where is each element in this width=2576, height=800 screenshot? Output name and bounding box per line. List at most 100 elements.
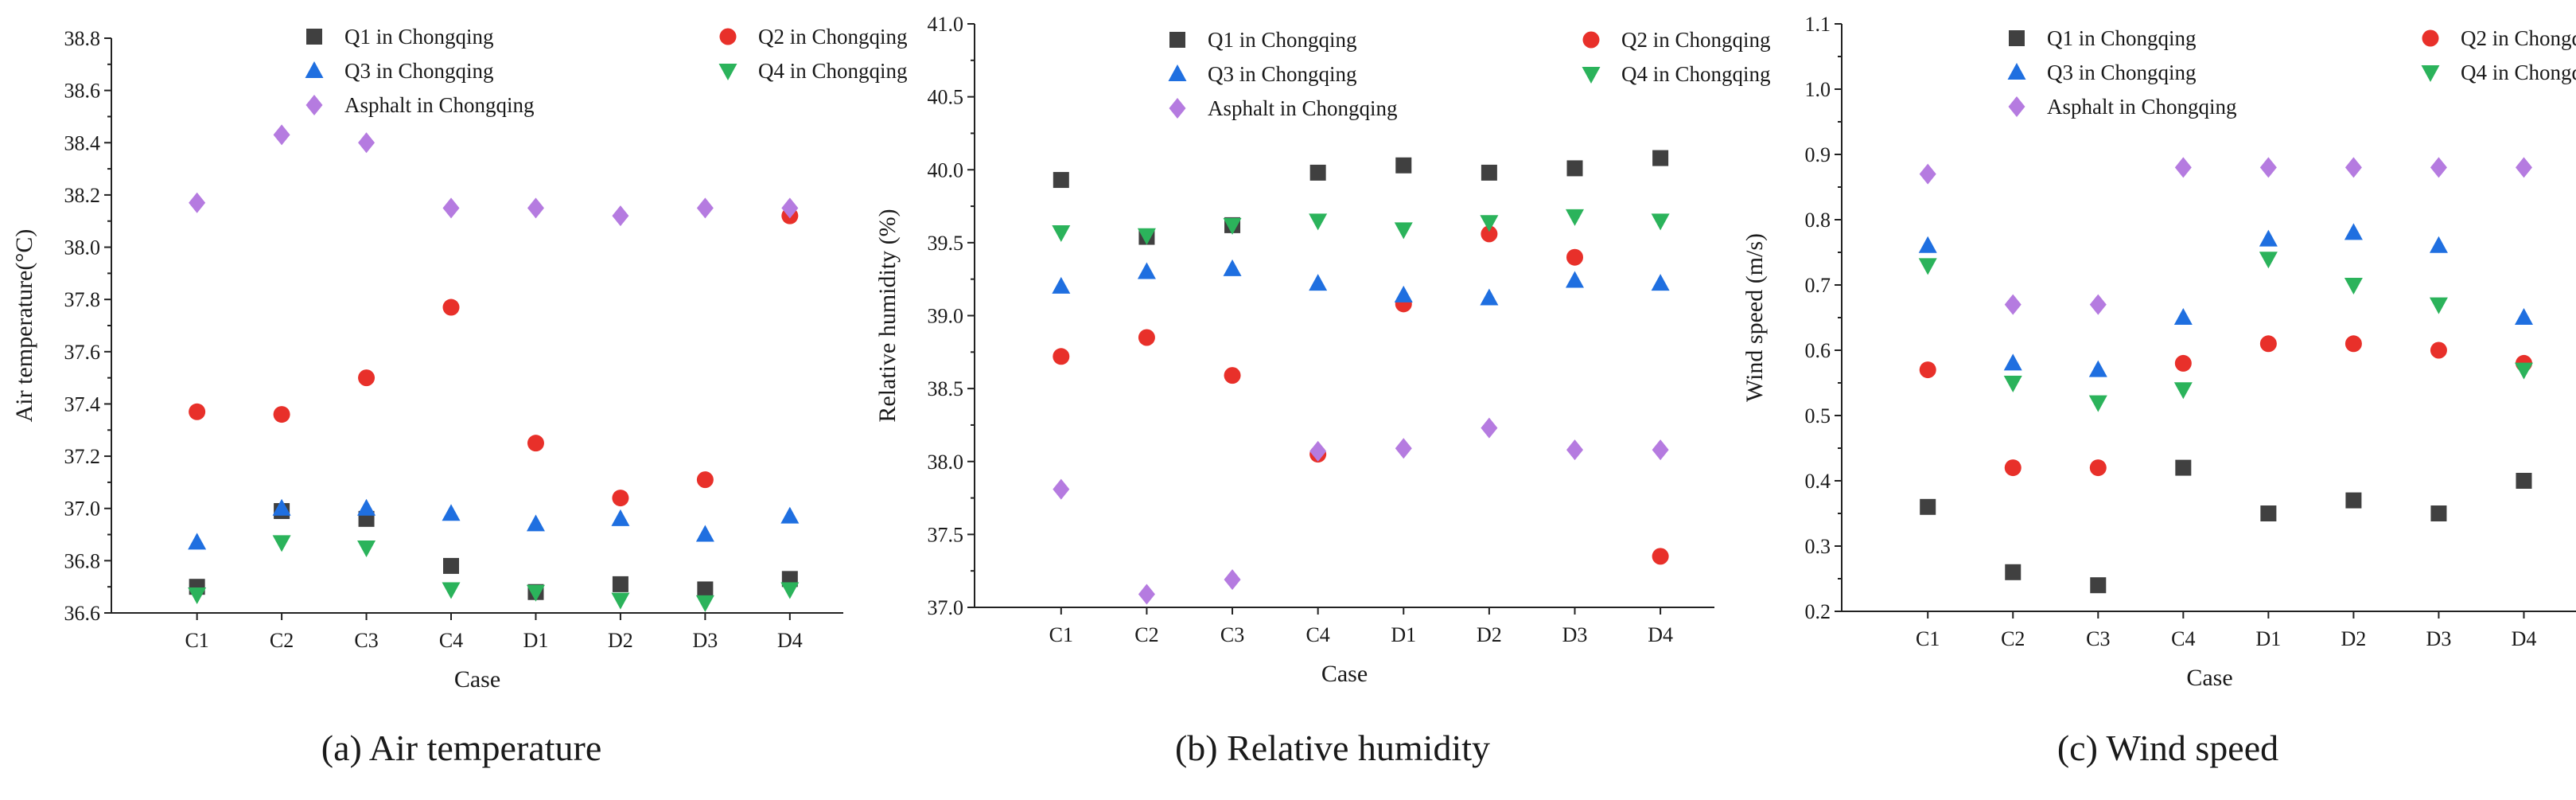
- data-point: [2003, 376, 2022, 392]
- legend-label: Q4 in Chongqing: [758, 59, 908, 83]
- data-point: [442, 504, 461, 521]
- legend-item: Q4 in Chongqing: [1582, 62, 1771, 86]
- series-4: [1052, 209, 1670, 245]
- data-point: [1651, 274, 1670, 291]
- data-point: [697, 581, 714, 598]
- y-tick-label: 0.6: [1805, 339, 1831, 362]
- x-tick-label: C4: [1306, 623, 1329, 646]
- y-tick-label: 37.8: [64, 288, 101, 311]
- x-tick-label: D4: [2512, 627, 2537, 650]
- data-point: [611, 592, 630, 610]
- data-point: [1224, 569, 1241, 591]
- x-tick-label: C1: [1916, 627, 1940, 650]
- series-5: [1053, 417, 1669, 605]
- x-axis-label: Case: [2186, 665, 2232, 691]
- y-tick-label: 37.2: [64, 445, 101, 468]
- data-point: [273, 124, 290, 146]
- series-4: [1918, 252, 2533, 412]
- data-point: [1309, 164, 1326, 181]
- data-point: [1309, 213, 1328, 231]
- x-tick-label: D3: [2426, 627, 2452, 650]
- legend-label: Q1 in Chongqing: [1208, 28, 1357, 52]
- legend-label: Q2 in Chongqing: [1621, 28, 1771, 52]
- x-axis-label: Case: [454, 666, 500, 693]
- data-point: [1309, 274, 1328, 291]
- data-point: [1480, 288, 1499, 306]
- data-point: [188, 587, 207, 605]
- chart-panel-2: 37.0 37.5 38.0 38.5 39.0 39.5 40.0 40.5 41.0 C1 C2…: [874, 13, 1771, 768]
- data-point: [1224, 367, 1241, 384]
- legend-marker: [1168, 64, 1187, 81]
- y-tick-label: 37.0: [64, 498, 101, 521]
- data-point: [1138, 583, 1155, 605]
- legend-item: Asphalt in Chongqing: [2008, 95, 2237, 119]
- x-tick-label: C3: [2086, 627, 2110, 650]
- legend-label: Q3 in Chongqing: [344, 59, 494, 83]
- series-4: [188, 535, 800, 612]
- data-point: [2429, 236, 2448, 253]
- y-tick-label: 0.3: [1805, 535, 1831, 558]
- data-point: [695, 595, 714, 612]
- legend: Q1 in Chongqing Q2 in Chongqing Q3 in Chon…: [305, 25, 908, 117]
- data-point: [2173, 382, 2193, 400]
- x-tick-label: D2: [2341, 627, 2367, 650]
- y-axis-label: Wind speed (m/s): [1741, 233, 1768, 402]
- y-tick-label: 38.6: [64, 80, 101, 103]
- data-point: [2259, 335, 2277, 353]
- data-point: [2430, 157, 2447, 178]
- data-point: [357, 540, 376, 557]
- y-tick-label: 37.0: [928, 596, 964, 619]
- y-tick-label: 0.4: [1805, 470, 1831, 493]
- data-point: [695, 525, 714, 542]
- y-axis-label: Air temperature(°C): [11, 229, 37, 423]
- series-3: [1052, 259, 1670, 306]
- data-point: [189, 192, 206, 213]
- data-point: [1053, 348, 1070, 365]
- legend-marker: [2421, 65, 2440, 82]
- data-point: [272, 535, 291, 552]
- data-point: [2175, 459, 2192, 476]
- y-tick-label: 38.8: [64, 27, 101, 50]
- data-point: [1566, 439, 1583, 461]
- data-point: [443, 557, 460, 574]
- panel-caption: (a) Air temperature: [321, 728, 601, 768]
- x-tick-label: C1: [185, 629, 208, 652]
- data-point: [1651, 213, 1670, 231]
- legend-marker: [2008, 96, 2025, 117]
- data-point: [2090, 577, 2107, 594]
- y-axis-label: Relative humidity (%): [874, 209, 901, 422]
- data-point: [1052, 276, 1071, 294]
- legend-marker: [718, 64, 737, 80]
- legend: Q1 in Chongqing Q2 in Chongqing Q3 in Chon…: [1168, 28, 1771, 120]
- y-tick-label: 0.9: [1805, 143, 1831, 166]
- data-point: [780, 582, 800, 599]
- data-point: [1223, 259, 1242, 276]
- data-point: [1919, 361, 1936, 379]
- data-point: [1481, 225, 1498, 243]
- series-2: [1053, 225, 1669, 565]
- data-point: [612, 490, 629, 507]
- data-point: [2173, 308, 2193, 325]
- data-point: [358, 369, 376, 387]
- series-1: [1920, 459, 2532, 594]
- data-point: [2260, 505, 2277, 521]
- legend-marker: [1169, 98, 1186, 119]
- legend-marker: [306, 29, 322, 45]
- legend-marker: [1169, 32, 1185, 48]
- legend-item: Q1 in Chongqing: [1169, 28, 1357, 52]
- data-point: [2003, 353, 2022, 371]
- data-point: [1566, 248, 1583, 266]
- data-point: [2088, 360, 2107, 377]
- data-point: [1920, 498, 1936, 515]
- data-point: [1565, 209, 1584, 226]
- y-tick-label: 40.5: [928, 86, 964, 109]
- y-tick-label: 38.2: [64, 184, 101, 207]
- legend-item: Q2 in Chongqing: [719, 25, 908, 49]
- x-tick-label: D2: [1477, 623, 1502, 646]
- legend-label: Q4 in Chongqing: [1621, 62, 1771, 86]
- data-point: [1480, 215, 1499, 232]
- series-2: [1919, 335, 2532, 477]
- legend-item: Q1 in Chongqing: [306, 25, 494, 49]
- x-tick-label: D4: [1648, 623, 1673, 646]
